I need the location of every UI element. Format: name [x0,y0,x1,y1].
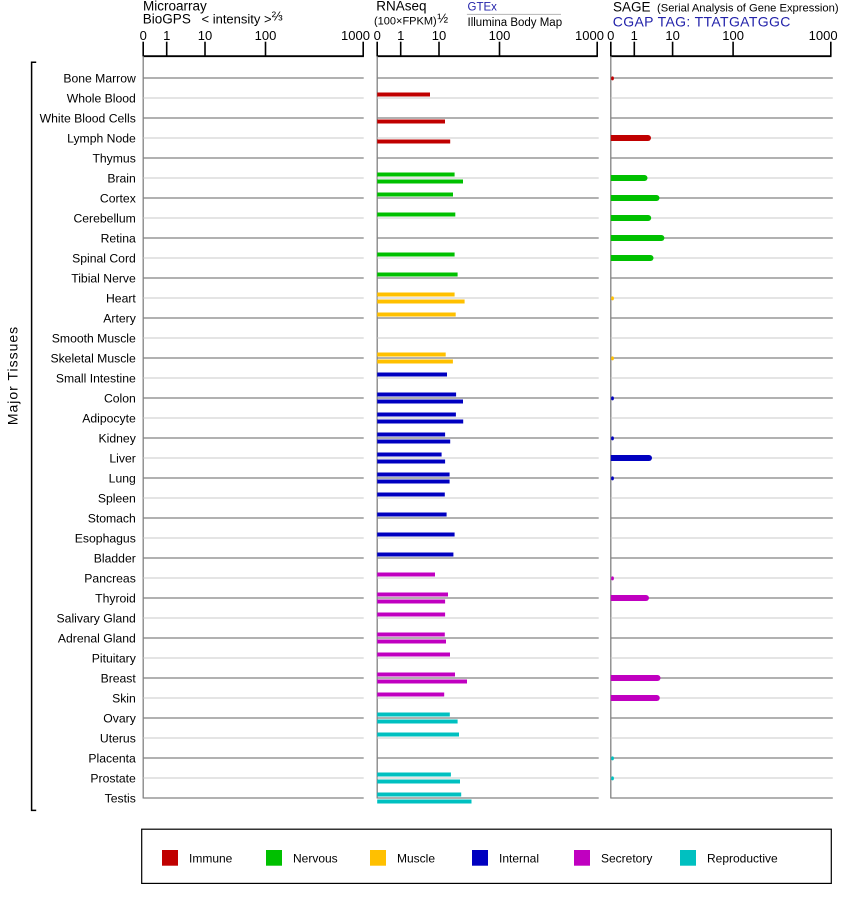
svg-text:Placenta: Placenta [88,752,136,766]
svg-text:RNAseq: RNAseq [376,0,426,14]
svg-text:1: 1 [397,28,404,43]
svg-text:1000: 1000 [341,28,370,43]
svg-text:100: 100 [722,28,744,43]
svg-text:Spinal Cord: Spinal Cord [72,252,136,266]
svg-text:0: 0 [607,28,614,43]
svg-text:Bone Marrow: Bone Marrow [63,72,136,86]
svg-text:Breast: Breast [101,672,137,686]
svg-text:Cortex: Cortex [100,192,136,206]
svg-text:Small Intestine: Small Intestine [56,372,136,386]
svg-text:Smooth Muscle: Smooth Muscle [52,332,136,346]
svg-text:Esophagus: Esophagus [75,532,136,546]
svg-text:Adrenal Gland: Adrenal Gland [58,632,136,646]
svg-text:Bladder: Bladder [94,552,136,566]
svg-text:Retina: Retina [101,232,136,246]
svg-text:Pituitary: Pituitary [92,652,137,666]
svg-text:Spleen: Spleen [98,492,136,506]
svg-text:Reproductive: Reproductive [707,851,778,865]
svg-text:Prostate: Prostate [90,772,136,786]
svg-text:Lung: Lung [109,472,136,486]
svg-text:Secretory: Secretory [601,851,652,865]
svg-text:10: 10 [198,28,212,43]
svg-text:Pancreas: Pancreas [84,572,136,586]
svg-text:Skin: Skin [112,692,136,706]
svg-text:Liver: Liver [109,452,135,466]
svg-text:Illumina Body Map: Illumina Body Map [468,17,563,29]
svg-text:100: 100 [255,28,277,43]
svg-text:Heart: Heart [106,292,136,306]
svg-text:Thyroid: Thyroid [95,592,136,606]
svg-text:Major Tissues: Major Tissues [5,326,21,425]
svg-text:Uterus: Uterus [100,732,136,746]
svg-text:1000: 1000 [575,28,604,43]
svg-text:Artery: Artery [103,312,136,326]
svg-text:100: 100 [489,28,511,43]
svg-text:Skeletal Muscle: Skeletal Muscle [50,352,136,366]
svg-text:⅔: ⅔ [272,9,283,24]
svg-text:Testis: Testis [105,792,136,806]
svg-text:0: 0 [140,28,147,43]
svg-text:(Serial Analysis of Gene Expre: (Serial Analysis of Gene Expression) [657,2,839,14]
svg-text:Microarray: Microarray [143,0,207,14]
svg-text:Whole Blood: Whole Blood [67,92,136,106]
svg-text:Brain: Brain [107,172,135,186]
svg-text:Stomach: Stomach [88,512,136,526]
svg-text:< intensity >: < intensity > [202,12,272,27]
svg-text:SAGE: SAGE [613,0,651,14]
svg-text:Cerebellum: Cerebellum [73,212,135,226]
svg-text:Kidney: Kidney [99,432,137,446]
svg-text:Colon: Colon [104,392,136,406]
svg-text:Nervous: Nervous [293,851,338,865]
svg-text:Internal: Internal [499,851,539,865]
svg-text:Muscle: Muscle [397,851,435,865]
svg-text:GTEx: GTEx [468,2,498,14]
svg-text:1000: 1000 [809,28,838,43]
svg-text:0: 0 [374,28,381,43]
svg-text:Salivary Gland: Salivary Gland [57,612,136,626]
svg-text:Lymph Node: Lymph Node [67,132,136,146]
svg-text:1: 1 [631,28,638,43]
svg-text:CGAP TAG: TTATGATGGC: CGAP TAG: TTATGATGGC [613,14,791,30]
svg-text:½: ½ [437,10,448,25]
svg-text:Adipocyte: Adipocyte [82,412,136,426]
svg-text:(100×FPKM): (100×FPKM) [374,16,437,28]
svg-text:White Blood Cells: White Blood Cells [40,112,136,126]
svg-text:10: 10 [665,28,679,43]
svg-text:Tibial Nerve: Tibial Nerve [71,272,136,286]
svg-text:Thymus: Thymus [92,152,135,166]
svg-text:Ovary: Ovary [103,712,136,726]
svg-text:BioGPS: BioGPS [143,12,191,27]
svg-text:Immune: Immune [189,851,233,865]
svg-text:10: 10 [432,28,446,43]
svg-text:1: 1 [163,28,170,43]
